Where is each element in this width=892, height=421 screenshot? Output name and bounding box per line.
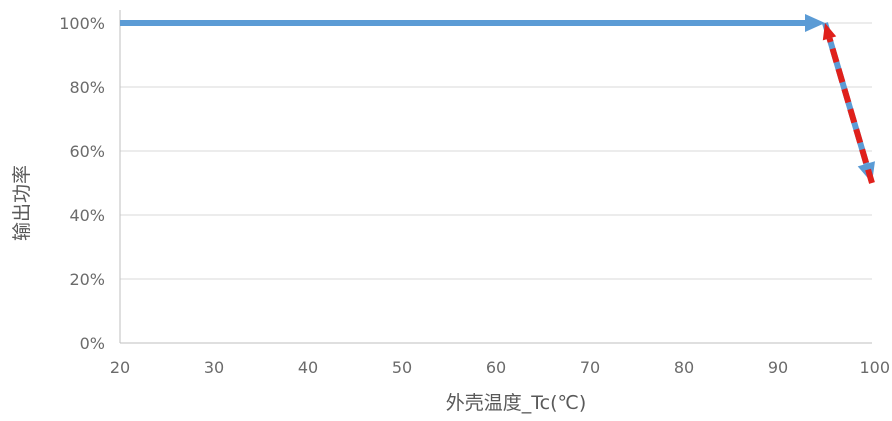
y-tick-label: 40% — [69, 206, 105, 225]
y-tick-label: 0% — [80, 334, 105, 353]
y-tick-label: 20% — [69, 270, 105, 289]
x-tick-label: 70 — [580, 358, 600, 377]
y-axis-title: 输出功率 — [11, 165, 33, 241]
series-line-dashed — [826, 37, 875, 184]
x-tick-labels: 20 30 40 50 60 70 80 90 100 — [110, 358, 890, 377]
y-tick-label: 80% — [69, 78, 105, 97]
axes — [119, 10, 872, 344]
gridlines — [120, 22, 872, 280]
series — [120, 14, 875, 184]
y-tick-labels: 0% 20% 40% 60% 80% 100% — [59, 14, 105, 353]
x-tick-label: 20 — [110, 358, 130, 377]
x-tick-label: 80 — [674, 358, 694, 377]
x-tick-label: 60 — [486, 358, 506, 377]
x-axis-title: 外壳温度_Tc(℃) — [446, 392, 587, 414]
x-tick-label: 30 — [204, 358, 224, 377]
y-tick-label: 100% — [59, 14, 105, 33]
x-tick-label: 40 — [298, 358, 318, 377]
x-tick-label: 100 — [859, 358, 890, 377]
x-tick-label: 90 — [768, 358, 788, 377]
series-arrowhead — [822, 23, 837, 41]
series-arrowhead — [805, 14, 825, 32]
x-tick-label: 50 — [392, 358, 412, 377]
y-tick-label: 60% — [69, 142, 105, 161]
